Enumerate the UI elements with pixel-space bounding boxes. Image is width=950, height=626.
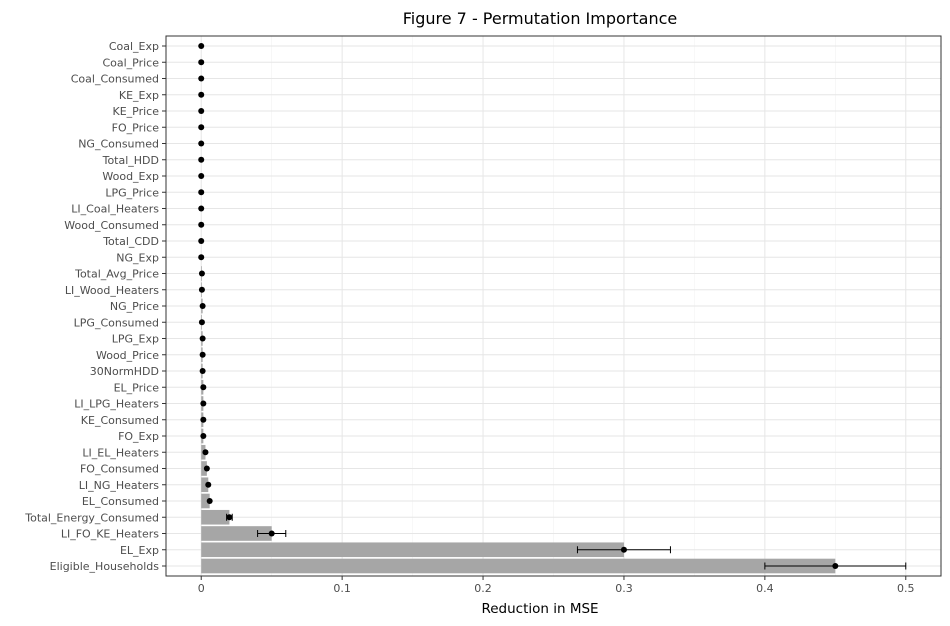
bar bbox=[201, 558, 836, 574]
y-tick-label: NG_Price bbox=[110, 300, 159, 313]
data-point bbox=[198, 156, 205, 163]
data-point bbox=[198, 205, 205, 212]
y-tick-label: Wood_Consumed bbox=[64, 219, 159, 232]
data-point bbox=[199, 303, 206, 309]
y-tick-label: Coal_Consumed bbox=[71, 73, 159, 86]
data-point bbox=[198, 238, 205, 244]
x-tick-label: 0.5 bbox=[897, 582, 915, 595]
bar bbox=[201, 526, 272, 541]
bar bbox=[201, 477, 209, 493]
y-tick-label: Total_Avg_Price bbox=[74, 268, 159, 281]
data-point bbox=[198, 319, 205, 326]
data-point bbox=[205, 481, 212, 488]
y-tick-label: EL_Consumed bbox=[82, 495, 159, 508]
x-tick-label: 0.4 bbox=[756, 582, 774, 595]
data-point bbox=[198, 75, 205, 82]
bar bbox=[201, 542, 624, 558]
y-tick-label: EL_Price bbox=[114, 381, 160, 394]
data-point bbox=[198, 43, 205, 49]
y-tick-label: Total_Energy_Consumed bbox=[24, 511, 159, 524]
y-tick-label: LPG_Exp bbox=[112, 333, 159, 346]
y-tick-label: LI_FO_KE_Heaters bbox=[61, 528, 159, 541]
y-tick-label: LI_Wood_Heaters bbox=[65, 284, 159, 297]
data-point bbox=[226, 514, 233, 521]
data-point bbox=[198, 221, 205, 228]
y-tick-label: Eligible_Households bbox=[50, 560, 160, 573]
data-point bbox=[203, 465, 210, 472]
data-point bbox=[832, 563, 839, 569]
bars bbox=[201, 38, 836, 574]
y-tick-label: LI_NG_Heaters bbox=[79, 479, 160, 492]
y-tick-label: NG_Consumed bbox=[78, 138, 159, 151]
points bbox=[198, 43, 839, 569]
data-point bbox=[198, 189, 205, 196]
x-axis-title: Reduction in MSE bbox=[481, 601, 598, 617]
chart-title: Figure 7 - Permutation Importance bbox=[403, 9, 678, 28]
x-tick-label: 0.1 bbox=[333, 582, 351, 595]
x-axis-ticks: 0 0.1 0.2 0.3 0.4 0.5 bbox=[198, 576, 915, 595]
y-tick-label: LPG_Consumed bbox=[74, 316, 159, 329]
data-point bbox=[268, 530, 275, 537]
data-point bbox=[198, 173, 205, 179]
data-point bbox=[198, 286, 205, 293]
data-point bbox=[199, 335, 206, 342]
data-point bbox=[200, 416, 207, 423]
data-point bbox=[200, 400, 207, 407]
data-point bbox=[198, 140, 205, 147]
y-tick-label: FO_Price bbox=[112, 121, 160, 134]
data-point bbox=[620, 546, 627, 553]
y-tick-label: Total_HDD bbox=[102, 154, 159, 167]
x-tick-label: 0.3 bbox=[615, 582, 633, 595]
y-tick-label: KE_Consumed bbox=[81, 414, 159, 427]
data-point bbox=[200, 384, 207, 391]
y-tick-label: LI_LPG_Heaters bbox=[74, 398, 159, 411]
y-tick-label: Coal_Price bbox=[102, 56, 159, 69]
y-tick-label: Wood_Price bbox=[96, 349, 159, 362]
data-point bbox=[198, 108, 205, 114]
y-tick-label: 30NormHDD bbox=[90, 365, 159, 378]
data-point bbox=[198, 91, 205, 98]
y-tick-label: EL_Exp bbox=[120, 544, 159, 557]
data-point bbox=[198, 124, 205, 131]
y-tick-label: Coal_Exp bbox=[109, 40, 159, 53]
y-tick-label: LI_Coal_Heaters bbox=[71, 203, 159, 216]
data-point bbox=[199, 368, 206, 374]
y-tick-label: KE_Price bbox=[113, 105, 160, 118]
y-tick-label: LI_EL_Heaters bbox=[82, 446, 159, 459]
data-point bbox=[198, 270, 205, 277]
y-axis-ticks: Coal_Exp Coal_Price Coal_Consumed KE_Exp KE_… bbox=[24, 40, 166, 573]
y-tick-label: Total_CDD bbox=[102, 235, 159, 248]
x-tick-label: 0.2 bbox=[474, 582, 492, 595]
data-point bbox=[198, 254, 205, 261]
data-point bbox=[200, 433, 207, 439]
data-point bbox=[198, 59, 205, 66]
y-tick-label: NG_Exp bbox=[116, 251, 159, 264]
y-tick-label: FO_Consumed bbox=[80, 463, 159, 476]
data-point bbox=[199, 351, 206, 358]
data-point bbox=[206, 498, 213, 504]
y-tick-label: Wood_Exp bbox=[102, 170, 159, 183]
x-tick-label: 0 bbox=[198, 582, 205, 595]
data-point bbox=[202, 449, 209, 456]
bar bbox=[201, 509, 230, 525]
y-tick-label: KE_Exp bbox=[119, 89, 159, 102]
y-tick-label: FO_Exp bbox=[118, 430, 159, 443]
bar bbox=[201, 493, 210, 509]
y-tick-label: LPG_Price bbox=[105, 186, 159, 199]
